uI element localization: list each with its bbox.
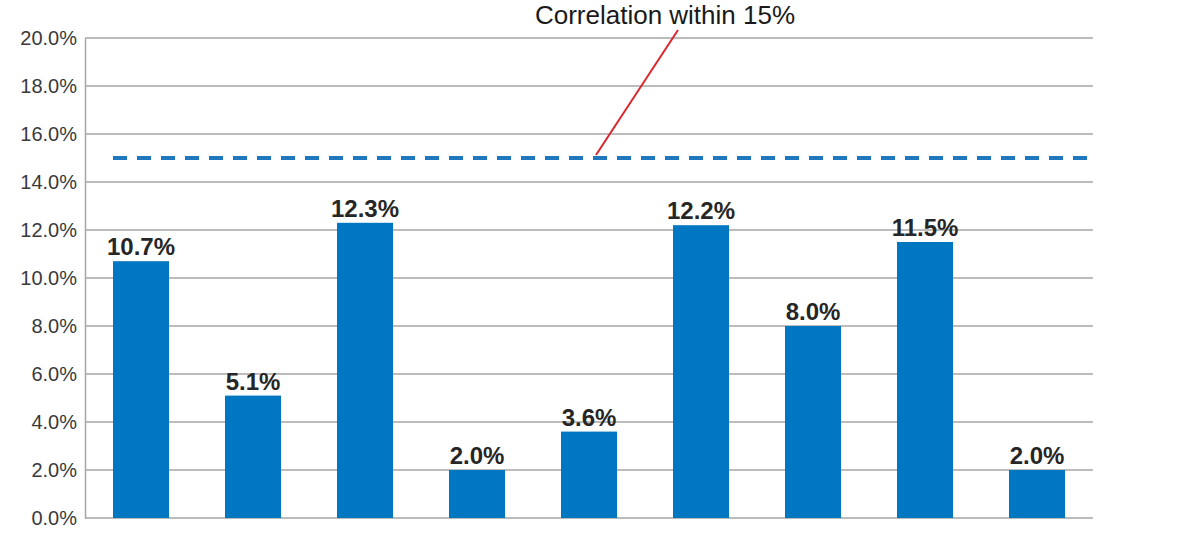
bar	[561, 432, 617, 518]
y-tick-label: 8.0%	[31, 315, 77, 337]
data-label: 11.5%	[892, 214, 959, 241]
reference-line-group	[113, 158, 1091, 159]
y-tick-label: 16.0%	[20, 123, 77, 145]
data-label: 3.6%	[562, 404, 617, 431]
bar	[897, 242, 953, 518]
bar	[1009, 470, 1065, 518]
grid-line	[85, 133, 1093, 135]
bar	[785, 326, 841, 518]
y-tick-label: 0.0%	[31, 507, 77, 529]
data-label: 8.0%	[786, 298, 841, 325]
y-tick: 2.0%	[31, 459, 85, 481]
y-tick-label: 10.0%	[20, 267, 77, 289]
grid-line	[85, 181, 1093, 183]
grid-line	[85, 37, 1093, 39]
data-labels: 10.7% 5.1% 12.3% 2.0% 3.6% 12.2% 8.0% 11.5% 2.0%	[107, 195, 1064, 469]
grid	[85, 38, 1093, 518]
y-tick: 0.0%	[31, 507, 85, 529]
y-tick: 8.0%	[31, 315, 85, 337]
y-tick-label: 14.0%	[20, 171, 77, 193]
bar	[113, 261, 169, 518]
y-tick-label: 6.0%	[31, 363, 77, 385]
reference-line	[113, 156, 1091, 160]
y-tick: 14.0%	[20, 171, 85, 193]
y-tick: 4.0%	[31, 411, 85, 433]
bar	[673, 225, 729, 518]
data-label: 12.2%	[667, 197, 735, 224]
data-label: 12.3%	[331, 195, 399, 222]
y-tick: 6.0%	[31, 363, 85, 385]
y-tick-label: 4.0%	[31, 411, 77, 433]
grid-line	[85, 85, 1093, 87]
y-axis: 0.0% 2.0% 4.0% 6.0% 8.0% 10.0% 12.0% 14.0% 16.0%…	[20, 27, 85, 529]
chart: 0.0% 2.0% 4.0% 6.0% 8.0% 10.0% 12.0% 14.0% 16.0%…	[0, 0, 1191, 554]
data-label: 5.1%	[226, 368, 281, 395]
data-label: 2.0%	[1010, 442, 1065, 469]
plot-area: 0.0% 2.0% 4.0% 6.0% 8.0% 10.0% 12.0% 14.0% 16.0%…	[20, 0, 1093, 529]
annotation-text: Correlation within 15%	[535, 0, 795, 30]
data-label: 2.0%	[450, 442, 505, 469]
bar	[225, 396, 281, 518]
y-tick-label: 20.0%	[20, 27, 77, 49]
y-tick: 16.0%	[20, 123, 85, 145]
y-tick: 20.0%	[20, 27, 85, 49]
y-tick-label: 2.0%	[31, 459, 77, 481]
y-tick: 18.0%	[20, 75, 85, 97]
bars	[113, 223, 1065, 518]
y-tick: 10.0%	[20, 267, 85, 289]
bar	[449, 470, 505, 518]
data-label: 10.7%	[107, 233, 175, 260]
y-tick: 12.0%	[20, 219, 85, 241]
y-tick-label: 18.0%	[20, 75, 77, 97]
y-axis-line	[85, 39, 87, 519]
y-tick-label: 12.0%	[20, 219, 77, 241]
annotation-pointer	[596, 30, 678, 155]
bar	[337, 223, 393, 518]
